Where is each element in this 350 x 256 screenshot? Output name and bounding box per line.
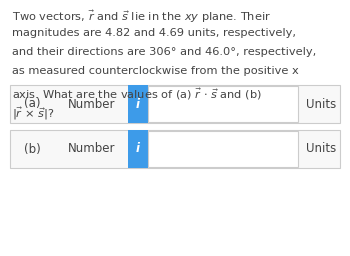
Bar [10, 130, 340, 168]
Text: as measured counterclockwise from the positive x: as measured counterclockwise from the po… [12, 67, 299, 77]
Text: Units: Units [306, 143, 336, 155]
Text: i: i [136, 143, 140, 155]
Text: i: i [136, 98, 140, 111]
Text: axis. What are the values of (a) $\vec{r}$ $\cdot$ $\vec{s}$ and (b): axis. What are the values of (a) $\vec{r… [12, 86, 262, 102]
Text: Number: Number [68, 98, 116, 111]
Text: magnitudes are 4.82 and 4.69 units, respectively,: magnitudes are 4.82 and 4.69 units, resp… [12, 27, 296, 37]
Text: Number: Number [68, 143, 116, 155]
Bar [10, 85, 340, 123]
Bar [128, 130, 148, 168]
Text: (a): (a) [24, 98, 41, 111]
Bar [148, 86, 298, 122]
Text: (b): (b) [24, 143, 41, 155]
Text: $|\vec{r}$ $\times$ $\vec{s}|$?: $|\vec{r}$ $\times$ $\vec{s}|$? [12, 105, 54, 122]
Bar [128, 85, 148, 123]
Bar [148, 131, 298, 167]
Text: Units: Units [306, 98, 336, 111]
Text: and their directions are 306° and 46.0°, respectively,: and their directions are 306° and 46.0°,… [12, 47, 316, 57]
Text: Two vectors, $\vec{r}$ and $\vec{s}$ lie in the $xy$ plane. Their: Two vectors, $\vec{r}$ and $\vec{s}$ lie… [12, 8, 271, 25]
